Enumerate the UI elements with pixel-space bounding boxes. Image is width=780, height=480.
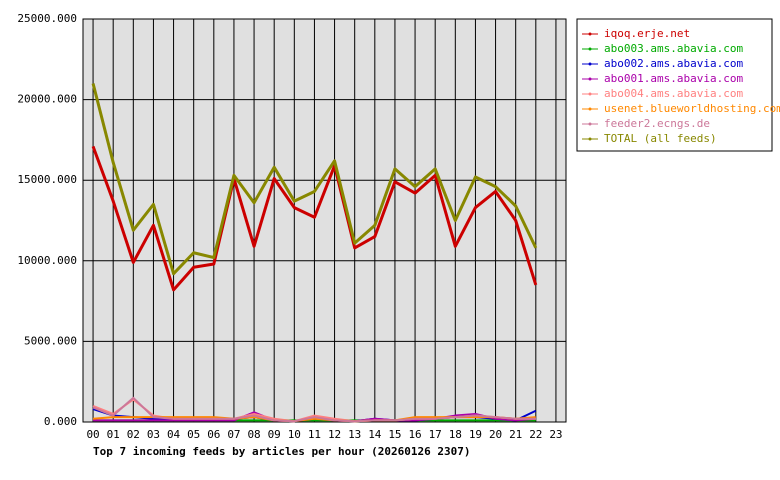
- x-tick-label: 08: [247, 428, 260, 441]
- series-line: [92, 396, 536, 423]
- legend-label: abo004.ams.abavia.com: [604, 87, 743, 100]
- legend-label: abo003.ams.abavia.com: [604, 42, 743, 55]
- legend-label: iqoq.erje.net: [604, 27, 690, 40]
- legend-marker: [588, 107, 592, 111]
- y-tick-label: 25000.000: [17, 12, 77, 25]
- y-tick-label: 15000.000: [17, 173, 77, 186]
- x-tick-label: 02: [127, 428, 140, 441]
- legend-marker: [588, 122, 592, 126]
- x-tick-label: 04: [167, 428, 181, 441]
- x-tick-label: 01: [107, 428, 120, 441]
- x-tick-label: 15: [388, 428, 401, 441]
- legend-label: abo001.ams.abavia.com: [604, 72, 743, 85]
- legend-label: feeder2.ecngs.de: [604, 117, 710, 130]
- x-tick-label: 03: [147, 428, 160, 441]
- y-tick-label: 10000.000: [17, 254, 77, 267]
- y-tick-label: 5000.000: [24, 334, 77, 347]
- legend-marker: [588, 62, 592, 66]
- x-tick-label: 14: [368, 428, 382, 441]
- x-tick-label: 18: [449, 428, 462, 441]
- x-tick-label: 12: [328, 428, 341, 441]
- x-tick-label: 13: [348, 428, 361, 441]
- x-tick-label: 06: [207, 428, 220, 441]
- legend-label: usenet.blueworldhosting.com: [604, 102, 780, 115]
- legend-box: [576, 18, 773, 152]
- x-tick-label: 20: [489, 428, 502, 441]
- x-tick-label: 16: [408, 428, 421, 441]
- x-tick-label: 23: [549, 428, 562, 441]
- legend-marker: [588, 77, 592, 81]
- y-tick-label: 20000.000: [17, 93, 77, 106]
- x-tick-label: 21: [509, 428, 522, 441]
- legend-marker: [588, 47, 592, 51]
- x-tick-label: 22: [529, 428, 542, 441]
- chart-title: Top 7 incoming feeds by articles per hou…: [93, 445, 471, 458]
- legend-marker: [588, 92, 592, 96]
- x-tick-label: 17: [429, 428, 442, 441]
- legend-label: abo002.ams.abavia.com: [604, 57, 743, 70]
- x-tick-label: 05: [187, 428, 200, 441]
- x-tick-label: 10: [288, 428, 301, 441]
- x-tick-label: 19: [469, 428, 482, 441]
- y-tick-label: 0.000: [44, 415, 77, 428]
- series-line: [91, 145, 538, 292]
- x-tick-label: 09: [268, 428, 281, 441]
- x-tick-label: 00: [86, 428, 99, 441]
- legend-marker: [588, 137, 592, 141]
- x-tick-label: 07: [227, 428, 240, 441]
- legend-label: TOTAL (all feeds): [604, 132, 717, 145]
- x-tick-label: 11: [308, 428, 321, 441]
- plot-area: [82, 18, 567, 423]
- legend-marker: [588, 32, 592, 36]
- series-line: [91, 83, 538, 276]
